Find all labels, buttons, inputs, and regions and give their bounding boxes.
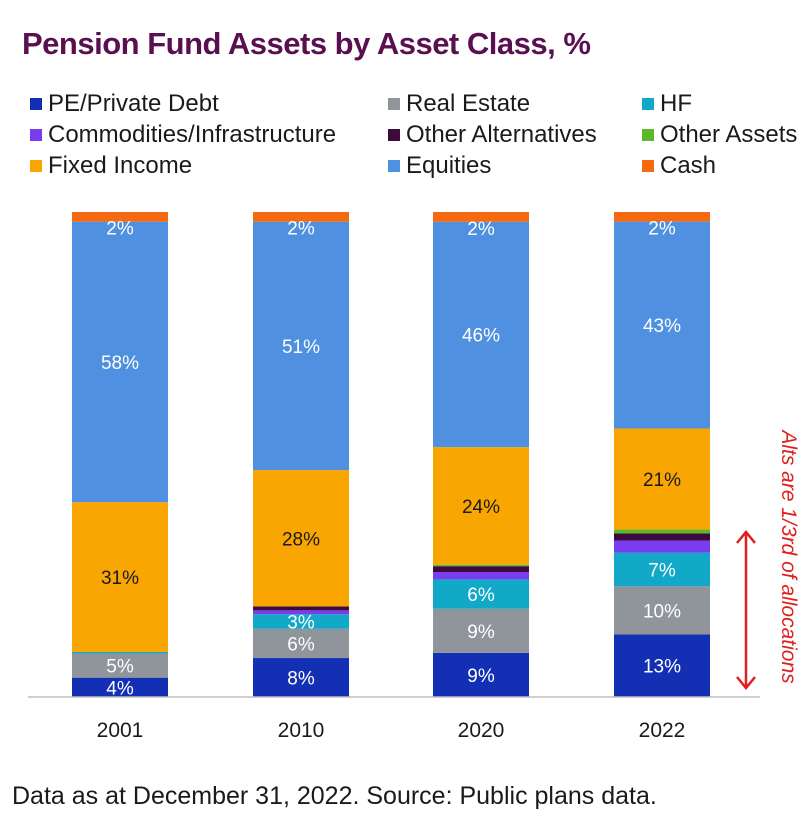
- legend-swatch: [388, 98, 400, 110]
- legend-swatch: [30, 160, 42, 172]
- data-label-pe-2001: 4%: [106, 678, 134, 699]
- legend-swatch: [642, 160, 654, 172]
- data-label-real_estate-2022: 10%: [643, 601, 681, 622]
- bar-segment-commodities-2022: [614, 540, 710, 553]
- legend-label: Other Alternatives: [406, 121, 597, 148]
- x-tick-label-2001: 2001: [97, 719, 144, 742]
- bar-segment-hf-2010: [253, 614, 349, 629]
- legend-label: Other Assets: [660, 121, 798, 148]
- bar-segment-fixed_income-2022: [614, 428, 710, 530]
- stacked-bar-chart: 4%5%31%58%2%20018%6%3%28%51%2%20109%9%6%…: [28, 212, 800, 742]
- bar-segment-other_assets-2022: [614, 529, 710, 534]
- footnote: Data as at December 31, 2022. Source: Pu…: [12, 782, 657, 810]
- bar-segment-pe-2020: [433, 652, 529, 697]
- data-label-pe-2020: 9%: [467, 666, 495, 687]
- bar-segment-other_alt-2020: [433, 566, 529, 573]
- data-label-fixed_income-2020: 24%: [462, 497, 500, 518]
- legend-label: Cash: [660, 152, 717, 179]
- bar-segment-cash-2022: [614, 212, 710, 222]
- legend-label: Fixed Income: [48, 152, 193, 179]
- legend-label: Real Estate: [406, 90, 531, 117]
- annotation-arrow-up-icon: [736, 530, 756, 544]
- legend-item-pe: PE/Private Debt: [30, 90, 219, 118]
- bar-stack-2022: 13% 10% 7% 21% 43% 2%: [614, 212, 710, 697]
- x-tick-label-2020: 2020: [458, 719, 505, 742]
- legend-label: Commodities/Infrastructure: [48, 121, 337, 148]
- bar-segment-equities-2022: [614, 221, 710, 429]
- bar-segment-real_estate-2022: [614, 586, 710, 635]
- data-label-fixed_income-2010: 28%: [282, 529, 320, 550]
- bar-segment-hf-2022: [614, 552, 710, 587]
- data-label-fixed_income-2022: 21%: [643, 470, 681, 491]
- legend-item-equities: Equities: [388, 152, 491, 180]
- data-label-real_estate-2010: 6%: [287, 634, 315, 655]
- data-label-equities-2010: 51%: [282, 337, 320, 358]
- bar-segment-real_estate-2001: [72, 653, 168, 678]
- bar-segment-pe-2022: [614, 634, 710, 697]
- data-label-fixed_income-2001: 31%: [101, 568, 139, 589]
- bar-segment-cash-2020: [433, 212, 529, 222]
- bar-segment-fixed_income-2001: [72, 502, 168, 653]
- legend: PE/Private Debt Real Estate HF Commodities/…: [30, 90, 810, 180]
- bar-segment-commodities-2010: [253, 610, 349, 615]
- x-tick-label-2022: 2022: [639, 719, 686, 742]
- annotation-text: Alts are 1/3rd of allocations: [777, 428, 800, 684]
- bar-stack-2001: 4%5% 31% 58% 2%: [72, 212, 168, 699]
- bar-segment-equities-2020: [433, 221, 529, 448]
- data-label-hf-2022: 7%: [648, 561, 676, 582]
- x-tick-label-2010: 2010: [278, 719, 325, 742]
- bar-segment-pe-2001: [72, 677, 168, 697]
- chart-title: Pension Fund Assets by Asset Class, %: [22, 26, 591, 61]
- data-label-real_estate-2001: 5%: [106, 657, 134, 678]
- bar-segment-hf-2020: [433, 579, 529, 609]
- legend-swatch: [30, 129, 42, 141]
- bar-stack-2010: 8% 6%3% 28% 51% 2%: [253, 212, 349, 697]
- bar-stack-2020: 9% 9% 6% 24% 46% 2%: [433, 212, 529, 697]
- legend-item-cash: Cash: [642, 152, 716, 180]
- bar-segment-real_estate-2010: [253, 628, 349, 659]
- data-label-cash-2010: 2%: [287, 219, 315, 240]
- bar-segment-hf-2001: [72, 652, 168, 654]
- bar-segment-other_alt-2010: [253, 606, 349, 611]
- legend-swatch: [388, 129, 400, 141]
- bar-segment-equities-2001: [72, 221, 168, 503]
- legend-label: HF: [660, 90, 692, 117]
- legend-item-hf: HF: [642, 90, 692, 118]
- bar-segment-fixed_income-2010: [253, 470, 349, 607]
- legend-item-other_alt: Other Alternatives: [388, 121, 597, 149]
- bar-segment-cash-2010: [253, 212, 349, 222]
- data-label-equities-2020: 46%: [462, 325, 500, 346]
- legend-item-real_estate: Real Estate: [388, 90, 530, 118]
- bar-segment-other_assets-2020: [433, 564, 529, 567]
- bar-segment-real_estate-2020: [433, 608, 529, 653]
- legend-label: Equities: [406, 152, 492, 179]
- bar-segment-other_alt-2022: [614, 533, 710, 541]
- data-label-cash-2001: 2%: [106, 219, 134, 240]
- legend-swatch: [642, 129, 654, 141]
- data-label-equities-2001: 58%: [101, 353, 139, 374]
- legend-label: PE/Private Debt: [48, 90, 219, 117]
- data-label-real_estate-2020: 9%: [467, 622, 495, 643]
- legend-swatch: [30, 98, 42, 110]
- legend-item-fixed_income: Fixed Income: [30, 152, 192, 180]
- data-label-cash-2022: 2%: [648, 219, 676, 240]
- bar-segment-cash-2001: [72, 212, 168, 222]
- bar-segment-fixed_income-2020: [433, 447, 529, 565]
- data-label-equities-2022: 43%: [643, 316, 681, 337]
- data-label-hf-2010: 3%: [287, 613, 315, 634]
- legend-item-commodities: Commodities/Infrastructure: [30, 121, 336, 149]
- legend-swatch: [388, 160, 400, 172]
- data-label-cash-2020: 2%: [467, 219, 495, 240]
- bar-segment-pe-2010: [253, 658, 349, 697]
- data-label-pe-2010: 8%: [287, 669, 315, 690]
- bar-segment-commodities-2020: [433, 572, 529, 580]
- data-label-pe-2022: 13%: [643, 657, 681, 678]
- data-label-hf-2020: 6%: [467, 585, 495, 606]
- legend-item-other_assets: Other Assets: [642, 121, 797, 149]
- legend-swatch: [642, 98, 654, 110]
- annotation-arrow-down-icon: [736, 676, 756, 690]
- bar-segment-equities-2010: [253, 221, 349, 471]
